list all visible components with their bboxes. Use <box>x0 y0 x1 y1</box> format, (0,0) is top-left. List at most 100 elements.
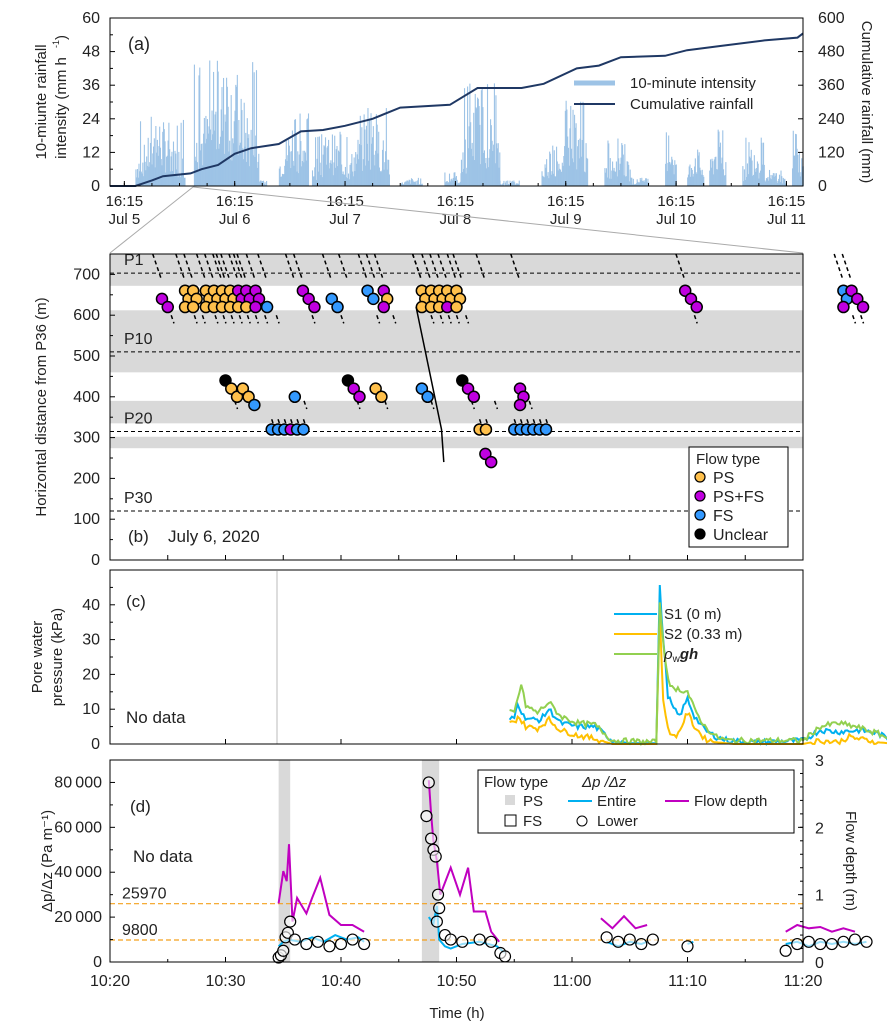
intensity-bar <box>639 178 641 186</box>
intensity-bar <box>248 134 250 186</box>
intensity-bar <box>222 77 225 186</box>
intensity-bar <box>489 149 491 186</box>
intensity-bar <box>314 167 316 186</box>
intensity-bar <box>213 130 215 186</box>
surge-point <box>513 398 527 412</box>
intensity-bar <box>258 183 260 186</box>
intensity-bar <box>372 137 374 186</box>
legend-flow-depth-label: Flow depth <box>694 793 767 810</box>
intensity-bar <box>756 161 758 186</box>
intensity-bar <box>542 175 544 186</box>
reference-line-label: P20 <box>124 410 153 427</box>
intensity-bar <box>497 143 499 186</box>
intensity-bar <box>352 171 354 186</box>
x-tick-label-date: Jul 5 <box>109 211 141 228</box>
intensity-bar <box>410 178 413 186</box>
intensity-bar <box>226 86 228 186</box>
intensity-bar <box>252 155 254 186</box>
shaded-band <box>110 310 803 373</box>
intensity-bar <box>444 172 446 186</box>
trajectory-dash <box>430 314 435 324</box>
panel-b-ylabel: Horizontal distance from P36 (m) <box>33 297 50 516</box>
lower-gradient-point <box>277 944 290 957</box>
intensity-bar <box>572 109 574 186</box>
intensity-bar <box>359 115 361 186</box>
intensity-bar <box>709 170 711 186</box>
trajectory-dash <box>303 400 308 410</box>
lower-gradient-point <box>444 933 457 946</box>
intensity-bar <box>213 71 215 186</box>
y-tick-label: 0 <box>93 954 102 971</box>
intensity-bar <box>298 154 300 186</box>
intensity-bar <box>364 129 366 186</box>
trajectory-dash <box>245 253 256 279</box>
intensity-bar <box>317 136 319 186</box>
intensity-bar <box>338 151 340 186</box>
threshold-label: 25970 <box>122 886 167 903</box>
trajectory-dash <box>246 314 251 324</box>
intensity-bar <box>505 180 507 186</box>
intensity-bar <box>237 155 239 186</box>
intensity-bar <box>400 183 403 186</box>
y-tick-label: 80 000 <box>54 774 102 791</box>
intensity-bar <box>184 177 186 186</box>
panel-d-ticks: 0 20 000 40 000 60 000 80 000 0 1 2 3 10:20 10:30 1… <box>54 753 824 990</box>
intensity-bar <box>792 130 794 186</box>
trajectory-dash <box>283 418 288 426</box>
intensity-bar <box>700 174 703 186</box>
intensity-bar <box>784 178 786 186</box>
trajectory-dash <box>215 253 226 279</box>
intensity-bar <box>780 170 782 186</box>
intensity-bar <box>745 137 747 186</box>
y-tick-label: 10 <box>82 701 100 718</box>
intensity-bar <box>179 177 181 186</box>
intensity-bar <box>215 111 217 186</box>
intensity-bar <box>452 177 454 186</box>
legend-box-d <box>477 769 795 834</box>
intensity-bar <box>713 174 715 186</box>
intensity-bar <box>336 146 338 186</box>
panel-d-ylabel-text: Δp/Δz (Pa m⁻¹) <box>39 810 56 912</box>
intensity-bar <box>673 174 675 186</box>
intensity-bar <box>341 164 343 186</box>
trajectory-dash <box>214 314 219 324</box>
panel-c-ticks: 0 10 20 30 40 <box>82 586 688 753</box>
intensity-bar <box>257 180 259 186</box>
series-line-ρwgh <box>509 602 887 747</box>
intensity-bar <box>264 182 266 186</box>
intensity-bar <box>711 158 713 186</box>
intensity-bar <box>628 181 630 186</box>
surge-point <box>837 300 850 314</box>
intensity-bar <box>282 174 284 186</box>
trajectory-dash <box>236 253 247 279</box>
intensity-bar <box>687 177 689 186</box>
intensity-bar <box>690 168 693 186</box>
intensity-bar <box>618 170 621 186</box>
intensity-bar <box>307 113 310 186</box>
intensity-bar <box>209 129 212 186</box>
legend-marker-fs <box>694 509 706 521</box>
trajectory-dash <box>478 418 483 426</box>
intensity-bar <box>407 181 409 186</box>
intensity-bar <box>363 114 365 186</box>
intensity-bar <box>217 71 219 186</box>
legend-label: S1 (0 m) <box>664 606 722 623</box>
panel-a-ylabel: 10-miunte rainfall intensity (mm h -1 ) <box>33 35 70 160</box>
intensity-bar <box>167 140 169 186</box>
intensity-bar <box>515 183 517 186</box>
intensity-bar <box>349 164 351 186</box>
intensity-bar <box>287 155 289 186</box>
intensity-bar <box>579 138 581 186</box>
panel-d: 25970 9800 0 20 000 40 000 60 000 80 000 0 1 2 3 1… <box>39 753 873 1022</box>
intensity-bar <box>631 177 633 186</box>
intensity-bar <box>378 167 381 186</box>
intensity-bar <box>158 146 160 186</box>
intensity-bar <box>801 158 803 186</box>
intensity-bar <box>344 174 346 186</box>
intensity-bar <box>757 163 759 186</box>
lower-gradient-point <box>646 933 659 946</box>
intensity-bar <box>144 161 146 186</box>
trajectory-dash <box>439 314 444 324</box>
intensity-bar <box>318 136 320 186</box>
intensity-bar <box>244 146 246 186</box>
